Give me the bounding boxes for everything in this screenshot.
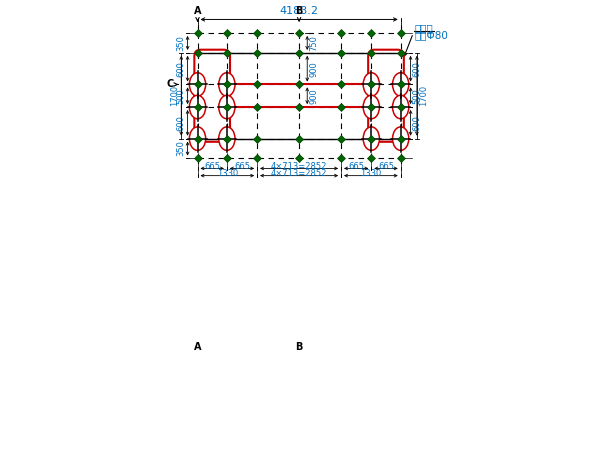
Text: 665: 665 <box>204 162 220 171</box>
Text: 500: 500 <box>413 88 422 104</box>
Text: 1700: 1700 <box>170 85 179 106</box>
Text: 4×713=2852: 4×713=2852 <box>271 169 327 178</box>
Text: 350: 350 <box>176 35 185 51</box>
Text: 350: 350 <box>176 140 185 157</box>
Text: A: A <box>194 342 201 352</box>
Text: 750: 750 <box>310 35 319 51</box>
Text: C: C <box>167 80 174 90</box>
Ellipse shape <box>190 95 206 119</box>
Ellipse shape <box>363 73 379 96</box>
Ellipse shape <box>190 73 206 96</box>
Text: B: B <box>295 6 303 16</box>
Text: 665: 665 <box>348 162 364 171</box>
Text: 600: 600 <box>413 115 422 131</box>
Text: 1700: 1700 <box>419 85 428 106</box>
Text: A: A <box>194 6 201 16</box>
Ellipse shape <box>219 73 235 96</box>
Text: 900: 900 <box>310 61 319 77</box>
Ellipse shape <box>392 95 409 119</box>
Ellipse shape <box>190 127 206 150</box>
Text: 内径Φ80: 内径Φ80 <box>414 30 448 40</box>
Text: 600: 600 <box>176 61 185 77</box>
Text: 900: 900 <box>310 88 319 104</box>
Text: 500: 500 <box>176 88 185 104</box>
Text: 钔管桩: 钔管桩 <box>414 23 433 33</box>
Ellipse shape <box>219 95 235 119</box>
Text: B: B <box>295 342 303 352</box>
Ellipse shape <box>363 127 379 150</box>
Text: 1330: 1330 <box>360 169 382 178</box>
Text: 4183.2: 4183.2 <box>280 6 319 16</box>
Ellipse shape <box>392 127 409 150</box>
Text: 4×713=2852: 4×713=2852 <box>271 162 327 171</box>
Ellipse shape <box>219 127 235 150</box>
Text: 665: 665 <box>378 162 394 171</box>
Ellipse shape <box>363 95 379 119</box>
Text: 600: 600 <box>413 61 422 77</box>
Text: 1330: 1330 <box>217 169 238 178</box>
Text: 600: 600 <box>176 115 185 131</box>
Ellipse shape <box>392 73 409 96</box>
Text: 665: 665 <box>234 162 250 171</box>
